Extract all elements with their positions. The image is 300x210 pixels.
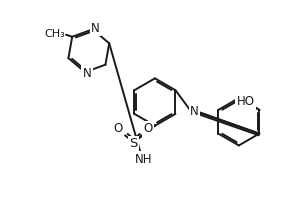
Text: N: N [82, 67, 91, 80]
Text: N: N [91, 22, 100, 35]
Text: O: O [114, 122, 123, 135]
Text: NH: NH [135, 153, 153, 166]
Text: HO: HO [236, 94, 254, 108]
Text: S: S [129, 137, 137, 150]
Text: N: N [190, 105, 199, 118]
Text: O: O [143, 122, 153, 135]
Text: CH₃: CH₃ [44, 29, 65, 39]
